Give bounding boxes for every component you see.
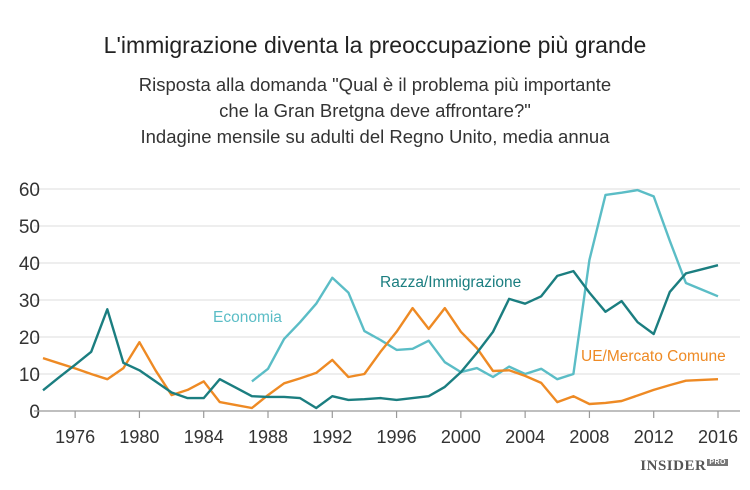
chart-title: L'immigrazione diventa la preoccupazione… (103, 32, 647, 58)
y-tick-label: 20 (19, 328, 40, 349)
y-tick-label: 30 (19, 291, 40, 312)
x-tick-label: 2004 (505, 427, 545, 447)
x-tick-label: 1988 (248, 427, 288, 447)
series-label: UE/Mercato Comune (581, 348, 726, 365)
x-tick-label: 2008 (569, 427, 609, 447)
y-tick-label: 60 (19, 180, 40, 201)
x-tick-label: 1984 (184, 427, 224, 447)
x-tick-label: 1996 (377, 427, 417, 447)
logo-text: INSIDER (640, 458, 707, 474)
insider-pro-logo: INSIDER PRO (640, 458, 728, 475)
y-tick-label: 50 (19, 217, 40, 238)
series-label: Economia (213, 309, 282, 326)
x-tick-label: 2016 (698, 427, 738, 447)
chart-subtitle-line-1: Risposta alla domanda "Qual è il problem… (138, 74, 612, 95)
series-line-razza-immigrazione (42, 264, 719, 410)
series-line-economia (251, 188, 719, 383)
x-tick-label: 2012 (634, 427, 674, 447)
x-tick-label: 1992 (312, 427, 352, 447)
series-label: Razza/Immigrazione (380, 274, 521, 291)
y-tick-label: 0 (29, 402, 40, 423)
y-tick-label: 10 (19, 365, 40, 386)
series-line-ue-mercato-comune (42, 306, 719, 410)
x-tick-label: 2000 (441, 427, 481, 447)
y-tick-label: 40 (19, 254, 40, 275)
chart-subtitle-line-3: Indagine mensile su adulti del Regno Uni… (140, 126, 610, 147)
x-tick-label: 1976 (55, 427, 95, 447)
chart-subtitle-line-2: che la Gran Bretgna deve affrontare?" (219, 100, 531, 121)
x-tick-label: 1980 (119, 427, 159, 447)
logo-badge: PRO (707, 459, 728, 466)
